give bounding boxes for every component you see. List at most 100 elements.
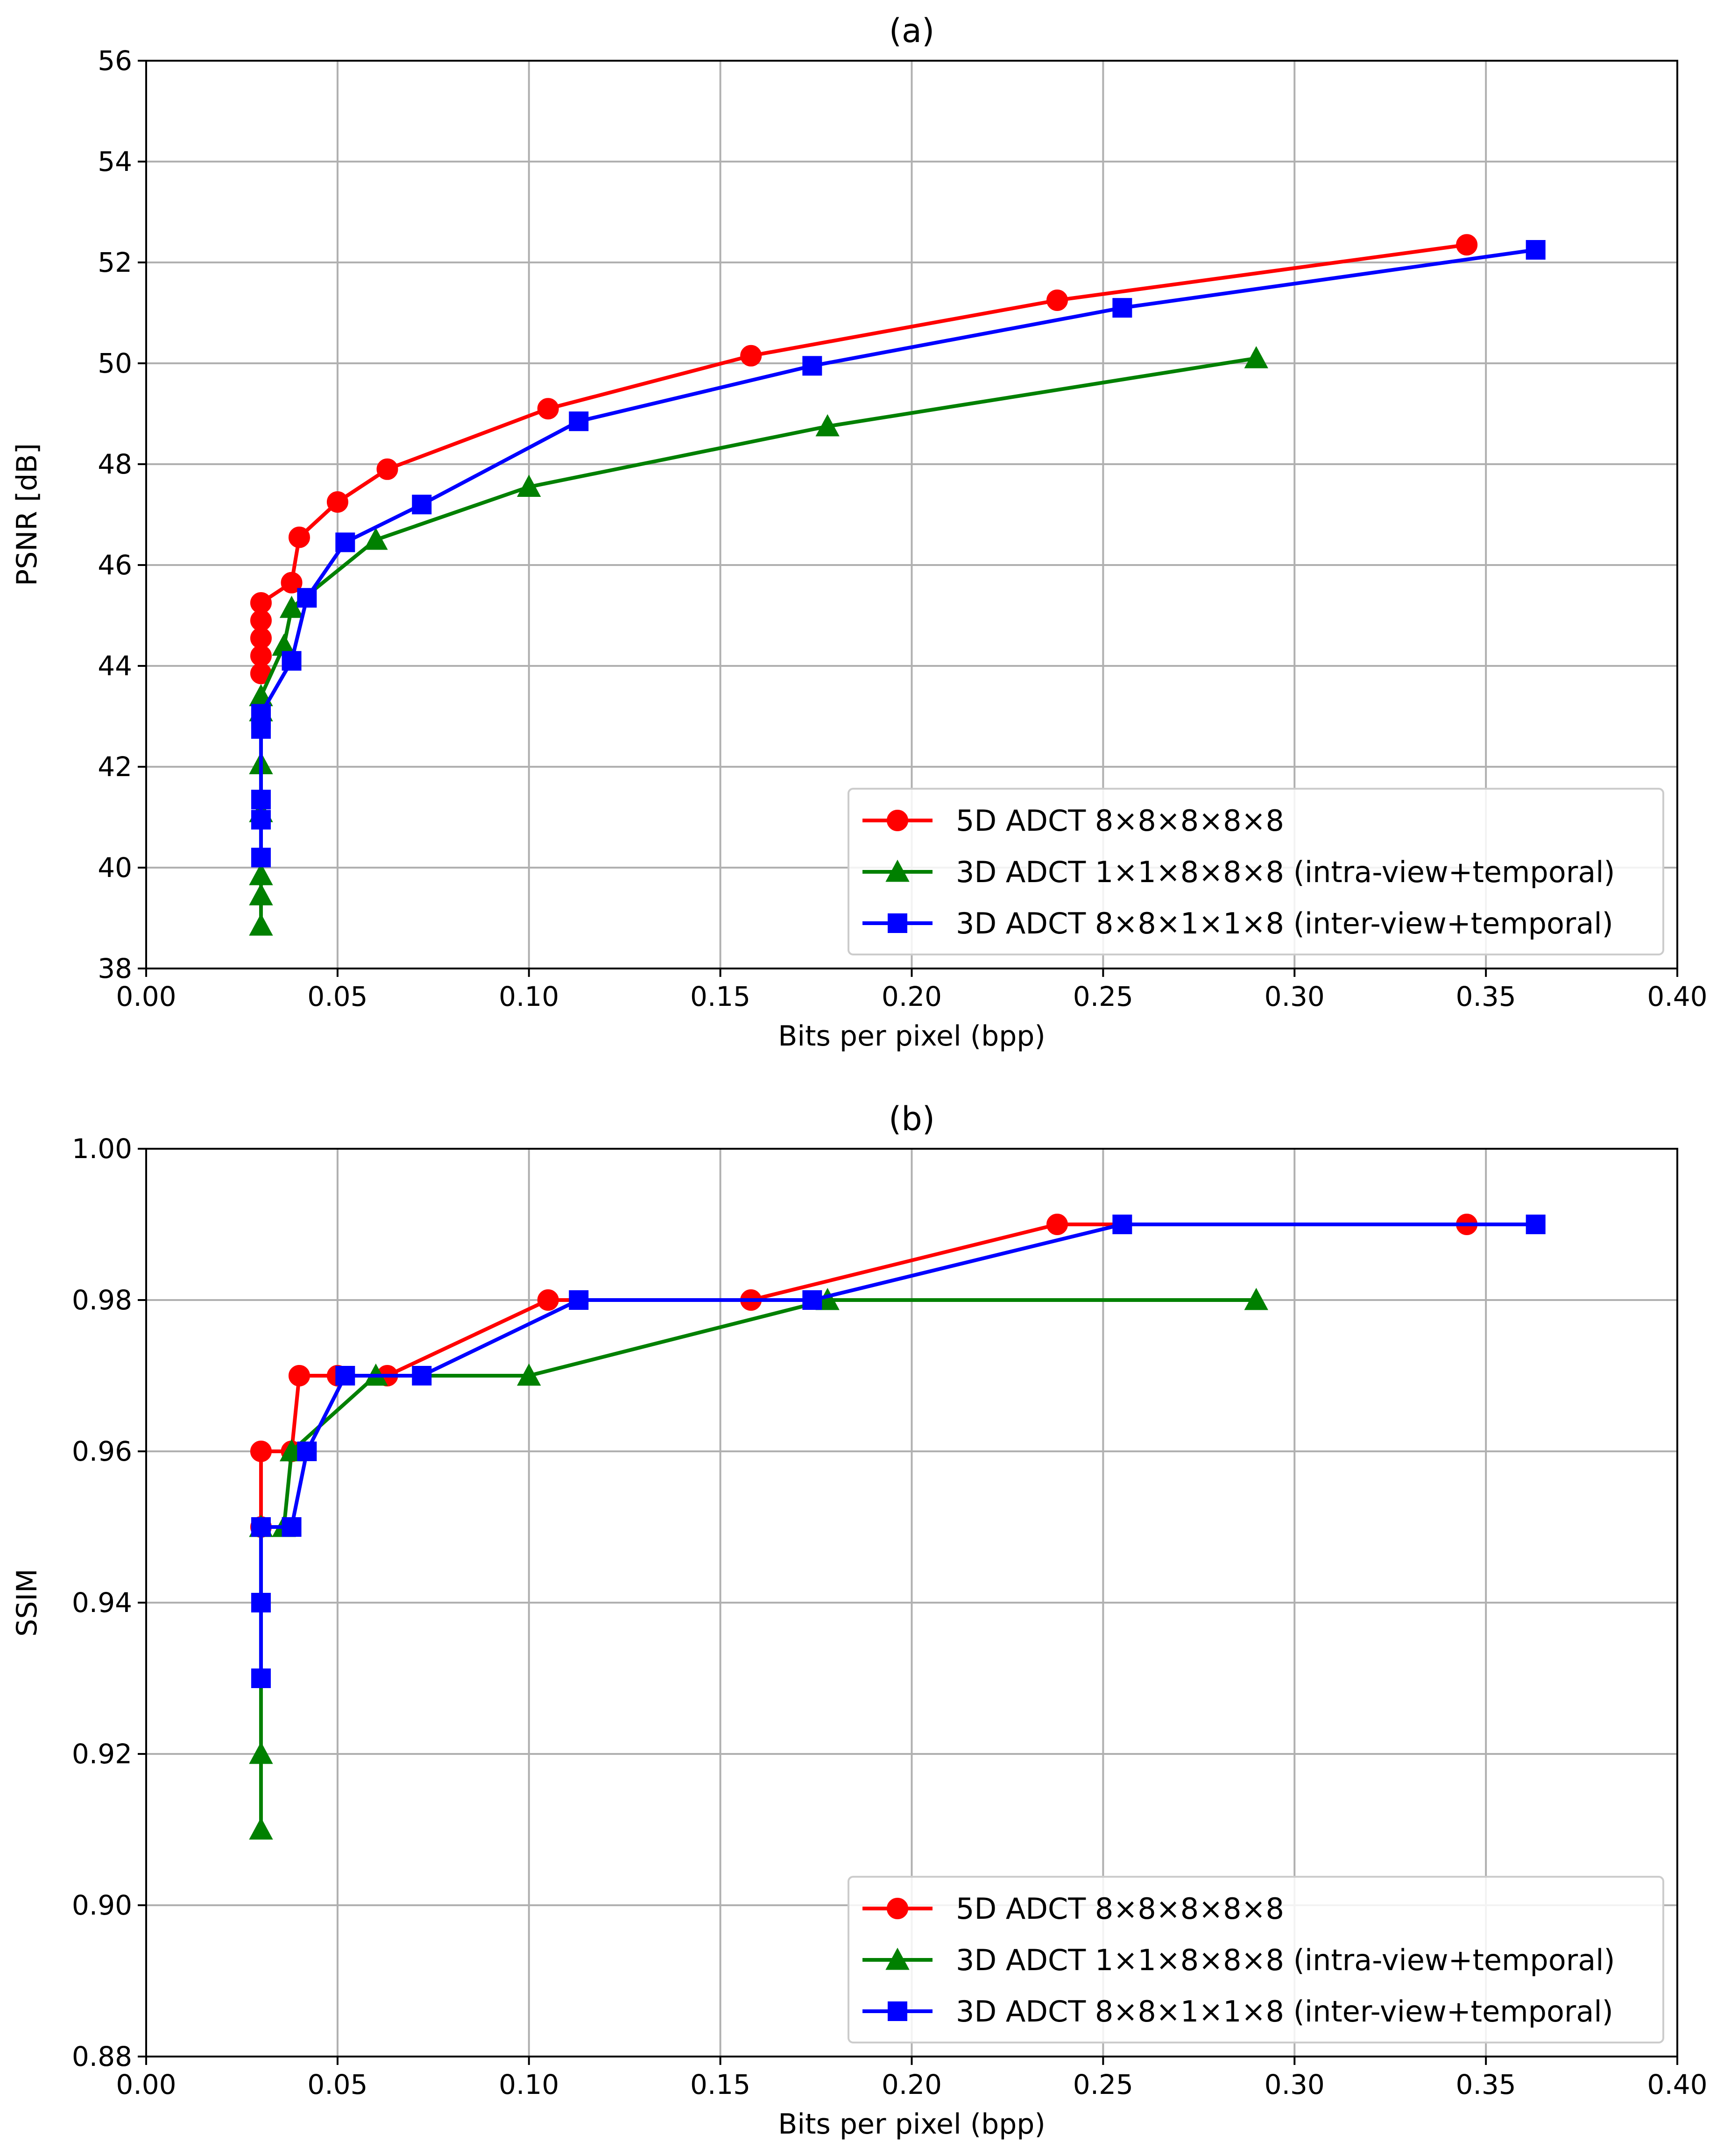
data-point — [251, 810, 271, 830]
y-tick-label: 50 — [98, 347, 132, 379]
data-point — [537, 398, 559, 420]
data-point — [569, 1290, 589, 1310]
data-point — [282, 1517, 302, 1537]
data-point — [364, 527, 388, 550]
data-point — [537, 1289, 559, 1311]
y-tick-label: 54 — [98, 146, 132, 177]
legend-swatch-marker — [885, 859, 910, 882]
x-tick-label: 0.35 — [1456, 2069, 1516, 2100]
series-2 — [251, 1215, 1546, 1688]
y-tick-label: 46 — [98, 549, 132, 581]
legend-entry: 3D ADCT 8×8×1×1×8 (inter-view+temporal) — [862, 906, 1613, 940]
y-tick-label: 38 — [98, 953, 132, 984]
data-point — [412, 495, 432, 515]
series-line — [259, 1298, 1257, 1830]
legend-label: 3D ADCT 8×8×1×1×8 (inter-view+temporal) — [956, 1994, 1613, 2029]
x-tick-label: 0.00 — [116, 981, 176, 1012]
y-tick-label: 0.94 — [72, 1587, 132, 1619]
data-point — [569, 411, 589, 431]
data-point — [249, 913, 273, 936]
data-point — [249, 1741, 273, 1764]
chart-title: (a) — [889, 12, 935, 50]
legend: 5D ADCT 8×8×8×8×8 3D ADCT 1×1×8×8×8 (intr… — [848, 1876, 1664, 2043]
x-tick-label: 0.05 — [307, 981, 367, 1012]
y-tick-label: 0.98 — [72, 1284, 132, 1316]
chart-title: (b) — [889, 1100, 935, 1138]
legend-label: 3D ADCT 8×8×1×1×8 (inter-view+temporal) — [956, 906, 1613, 940]
data-point — [335, 532, 355, 552]
data-point — [802, 1290, 822, 1310]
data-point — [1112, 1215, 1132, 1234]
data-point — [1112, 298, 1132, 318]
x-tick-label: 0.25 — [1073, 981, 1133, 1012]
x-axis-label: Bits per pixel (bpp) — [778, 1020, 1046, 1053]
data-point — [297, 588, 317, 608]
y-tick-label: 0.92 — [72, 1738, 132, 1770]
data-point — [1456, 234, 1478, 256]
data-point — [1526, 1215, 1546, 1234]
x-tick-label: 0.40 — [1647, 2069, 1707, 2100]
legend-entry: 3D ADCT 8×8×1×1×8 (inter-view+temporal) — [862, 1994, 1613, 2029]
data-point — [251, 1517, 271, 1537]
data-point — [1046, 1214, 1068, 1235]
data-point — [802, 356, 822, 376]
data-point — [250, 1441, 272, 1462]
x-tick-label: 0.35 — [1456, 981, 1516, 1012]
data-point — [249, 863, 273, 885]
data-point — [1046, 290, 1068, 311]
x-tick-label: 0.20 — [882, 981, 942, 1012]
data-point — [251, 1593, 271, 1612]
data-point — [282, 651, 302, 671]
data-point — [250, 592, 272, 614]
data-point — [326, 491, 348, 513]
y-axis-label: SSIM — [11, 1569, 43, 1637]
x-axis-label: Bits per pixel (bpp) — [778, 2108, 1046, 2141]
data-point — [815, 414, 840, 437]
data-point — [740, 345, 762, 367]
y-tick-label: 56 — [98, 45, 132, 77]
data-point — [251, 790, 271, 810]
legend-entry: 5D ADCT 8×8×8×8×8 — [862, 1892, 1284, 1926]
legend-entry: 3D ADCT 1×1×8×8×8 (intra-view+temporal) — [862, 1943, 1615, 1977]
y-tick-label: 1.00 — [72, 1133, 132, 1165]
data-point — [335, 1366, 355, 1385]
y-tick-label: 52 — [98, 247, 132, 278]
legend-swatch-marker — [885, 1947, 910, 1970]
x-tick-label: 0.40 — [1647, 981, 1707, 1012]
x-tick-label: 0.30 — [1265, 2069, 1325, 2100]
x-tick-label: 0.20 — [882, 2069, 942, 2100]
data-point — [288, 526, 310, 548]
x-tick-label: 0.05 — [307, 2069, 367, 2100]
y-tick-label: 0.88 — [72, 2041, 132, 2072]
chart-panel-0: 0.00 0.05 0.10 0.15 0.20 0.25 0.30 0.35 0.40 38 40… — [11, 12, 1708, 1053]
data-point — [251, 848, 271, 868]
legend-entry: 5D ADCT 8×8×8×8×8 — [862, 804, 1284, 838]
series-1 — [249, 1287, 1268, 1840]
x-tick-label: 0.10 — [499, 981, 559, 1012]
legend-box — [848, 1876, 1664, 2043]
data-point — [251, 1668, 271, 1688]
legend: 5D ADCT 8×8×8×8×8 3D ADCT 1×1×8×8×8 (intr… — [848, 788, 1664, 955]
legend-swatch-marker — [887, 810, 908, 831]
y-tick-label: 0.90 — [72, 1889, 132, 1921]
data-point — [376, 458, 398, 480]
series-line — [259, 248, 1536, 858]
data-point — [281, 572, 303, 594]
x-tick-label: 0.30 — [1265, 981, 1325, 1012]
x-tick-label: 0.25 — [1073, 2069, 1133, 2100]
series-0 — [250, 234, 1478, 685]
series-line — [259, 243, 1467, 674]
x-tick-label: 0.15 — [690, 2069, 750, 2100]
legend-swatch-marker — [887, 1898, 908, 1919]
legend-entry: 3D ADCT 1×1×8×8×8 (intra-view+temporal) — [862, 855, 1615, 889]
y-tick-label: 42 — [98, 751, 132, 783]
plot-frame — [145, 1148, 1678, 2057]
legend-swatch-marker — [888, 2001, 907, 2021]
series-2 — [251, 240, 1546, 868]
data-point — [1244, 346, 1268, 368]
data-point — [1526, 240, 1546, 260]
data-point — [517, 1363, 541, 1386]
data-point — [1244, 1287, 1268, 1310]
data-point — [249, 1817, 273, 1840]
